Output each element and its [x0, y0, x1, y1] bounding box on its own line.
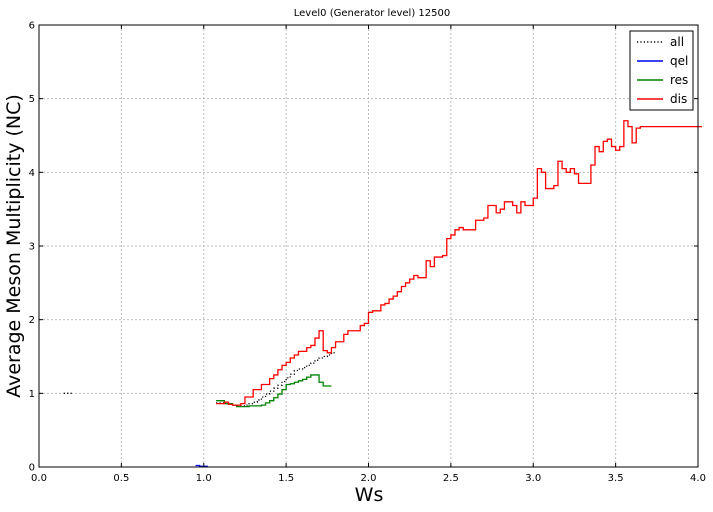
y-tick-label: 3: [29, 242, 35, 253]
y-tick-label: 0: [29, 463, 35, 474]
y-tick-label: 1: [29, 389, 35, 400]
x-tick-label: 1.0: [196, 473, 212, 484]
x-axis-label: Ws: [355, 484, 384, 506]
y-axis-label: Average Meson Multiplicity (NC): [3, 94, 25, 398]
series-all-line: [216, 352, 336, 407]
series-dis-line: [216, 120, 703, 406]
x-tick-label: 1.5: [278, 473, 294, 484]
y-tick-label: 5: [29, 94, 35, 105]
legend-label-res: res: [670, 73, 688, 87]
chart-title: Level0 (Generator level) 12500: [294, 8, 450, 19]
legend: all qel res dis: [629, 30, 694, 111]
legend-label-dis: dis: [670, 92, 687, 106]
y-tick-label: 4: [29, 168, 35, 179]
x-tick-label: 0.5: [113, 473, 129, 484]
x-tick-label: 4.0: [690, 473, 706, 484]
x-tick-label: 0.0: [31, 473, 47, 484]
plot-area: [63, 120, 703, 467]
series-qel-line: [195, 464, 208, 467]
y-tick-label: 6: [29, 21, 35, 32]
legend-label-qel: qel: [670, 54, 688, 68]
x-tick-label: 2.0: [361, 473, 377, 484]
axis-ticks: 0.0 0.5 1.0 1.5 2.0 2.5 3.0 3.5 4.0 0 1 2 3 4 5 6: [29, 21, 706, 485]
y-tick-label: 2: [29, 315, 35, 326]
legend-label-all: all: [670, 35, 684, 49]
legend-box: [629, 30, 694, 111]
x-tick-label: 3.5: [608, 473, 624, 484]
x-tick-label: 3.0: [525, 473, 541, 484]
x-tick-label: 2.5: [443, 473, 459, 484]
